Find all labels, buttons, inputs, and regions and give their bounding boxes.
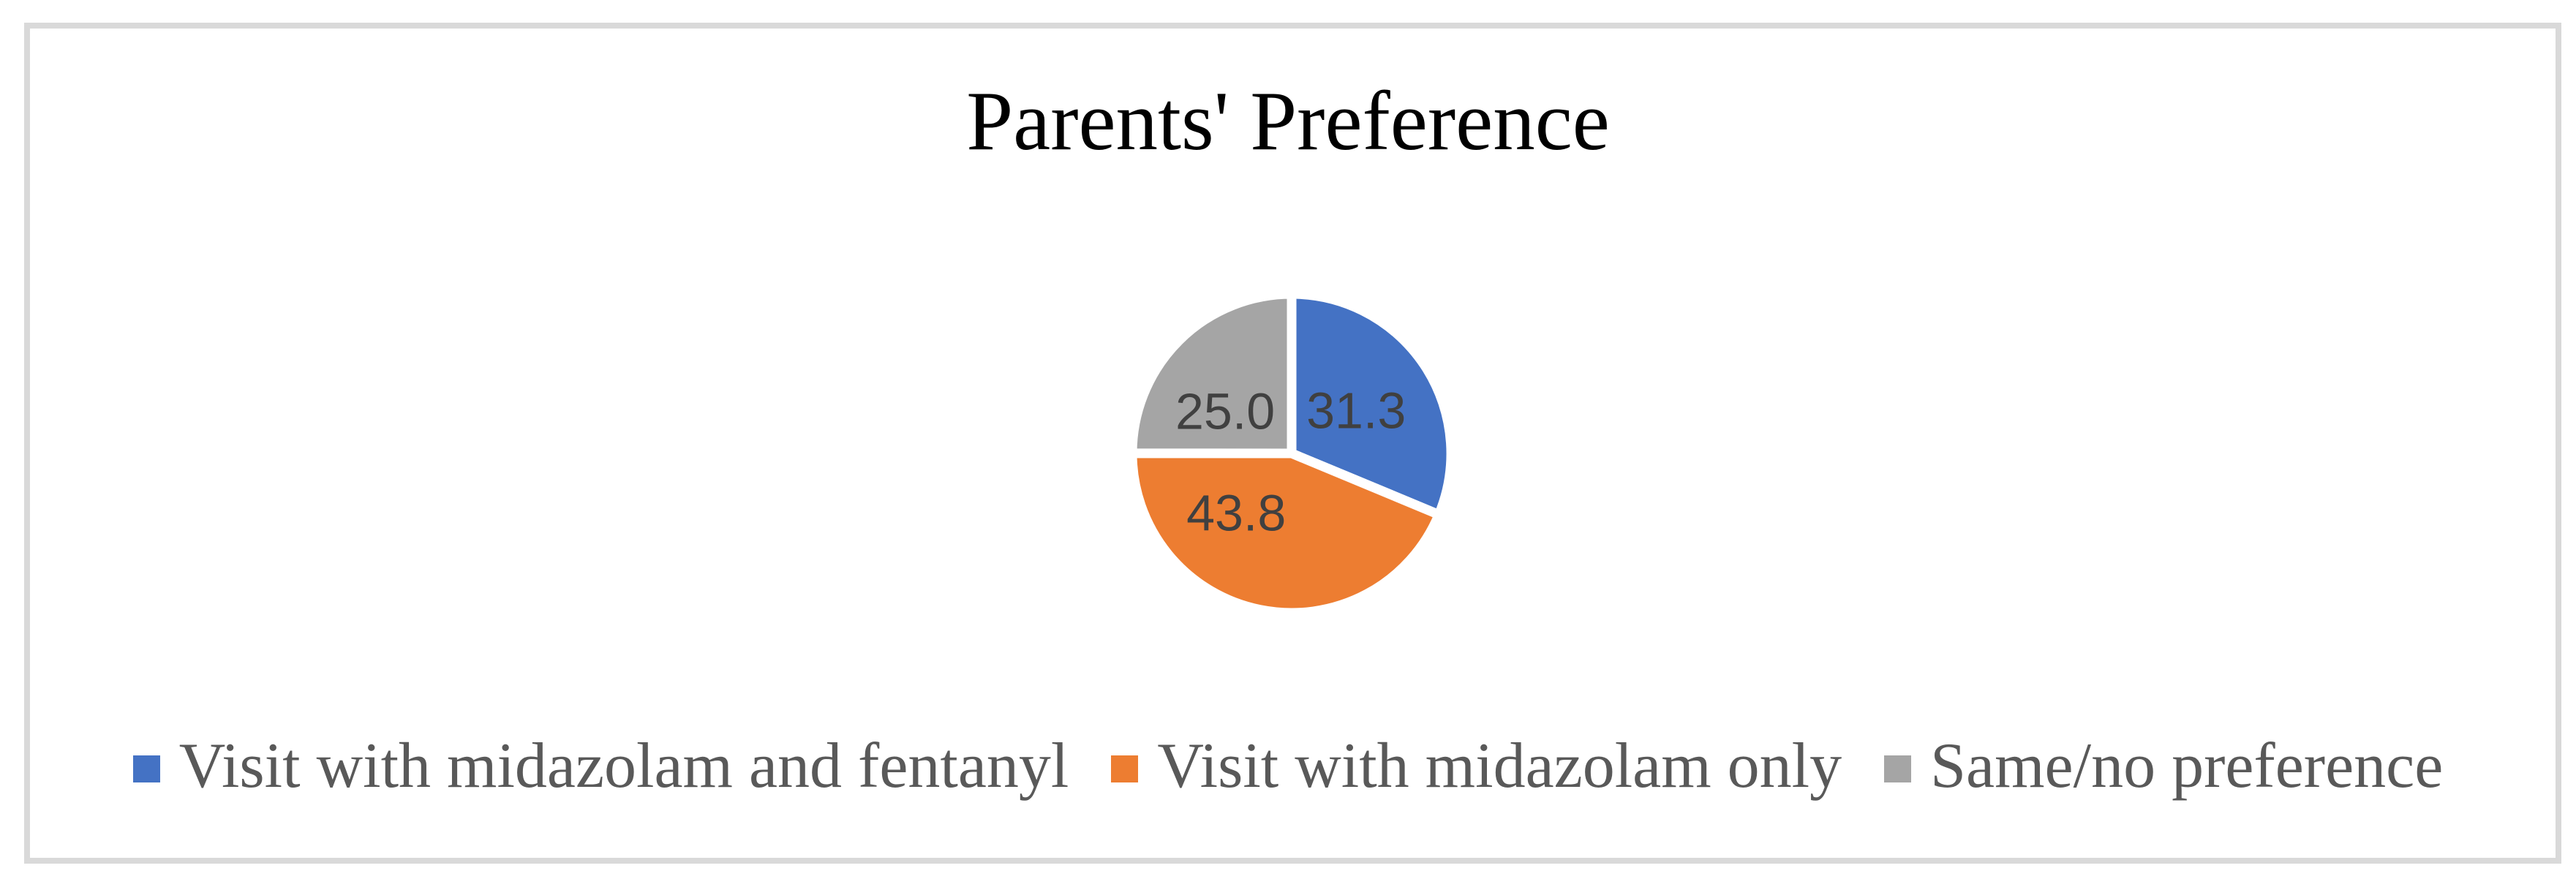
legend-item-1: Visit with midazolam and fentanyl [132, 731, 1069, 802]
legend-item-2: Visit with midazolam only [1111, 731, 1842, 802]
data-label-3: 25.0 [1175, 383, 1275, 440]
pie-slice-2 [1127, 448, 1445, 618]
pie-slice-3 [1127, 289, 1297, 459]
data-label-2: 43.8 [1186, 484, 1286, 541]
legend-marker-icon [1884, 755, 1912, 782]
legend-item-3: Same/no preference [1884, 731, 2443, 802]
legend-label: Same/no preference [1930, 731, 2444, 801]
legend-marker-icon [132, 755, 160, 782]
legend-label: Visit with midazolam and fentanyl [178, 731, 1069, 801]
chart-legend: Visit with midazolam and fentanyl Visit w… [0, 731, 2576, 802]
data-label-1: 31.3 [1306, 382, 1406, 440]
legend-marker-icon [1111, 755, 1139, 782]
legend-label: Visit with midazolam only [1157, 731, 1842, 801]
pie-slice-1 [1287, 289, 1456, 521]
chart-title: Parents' Preference [966, 75, 1610, 167]
